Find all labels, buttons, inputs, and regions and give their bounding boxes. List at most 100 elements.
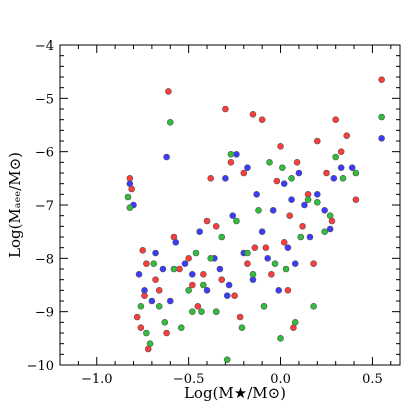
- data-point: [200, 271, 207, 278]
- data-point: [268, 271, 275, 278]
- data-point: [291, 260, 299, 267]
- data-point: [238, 324, 246, 331]
- x-tick-label: −1.0: [81, 372, 113, 387]
- data-point: [352, 196, 360, 203]
- data-point: [313, 191, 321, 198]
- data-point: [212, 223, 220, 230]
- data-point: [152, 249, 159, 257]
- y-tick-label: −5: [35, 92, 54, 107]
- data-point: [163, 329, 170, 337]
- data-point: [255, 207, 262, 214]
- data-point: [299, 223, 306, 230]
- data-point: [133, 313, 141, 321]
- data-point: [223, 356, 231, 363]
- y-tick-label: −6: [35, 146, 54, 161]
- data-point: [326, 225, 334, 233]
- data-point: [378, 135, 385, 142]
- data-point: [258, 228, 266, 235]
- data-point: [189, 281, 196, 289]
- data-point: [240, 169, 248, 177]
- y-tick-label: −9: [35, 306, 54, 321]
- data-point: [244, 249, 251, 257]
- y-tick-label: −8: [35, 252, 54, 267]
- data-point: [288, 196, 295, 203]
- data-point: [166, 119, 174, 126]
- axis-ticks: [59, 44, 400, 366]
- data-point: [310, 303, 317, 310]
- x-axis-label: Log(M★/M⊙): [184, 384, 286, 402]
- plot-frame: [59, 44, 401, 366]
- data-point: [301, 201, 308, 209]
- data-point: [332, 153, 339, 161]
- data-point: [284, 287, 292, 294]
- x-tick-label: 0.0: [270, 372, 291, 387]
- data-point: [295, 169, 303, 177]
- data-point: [326, 212, 334, 219]
- data-point: [146, 340, 154, 347]
- data-point: [251, 244, 259, 251]
- data-point: [152, 276, 159, 283]
- data-point: [170, 265, 178, 273]
- data-point: [137, 303, 145, 310]
- data-point: [198, 308, 205, 315]
- data-point: [207, 175, 215, 182]
- data-point: [143, 260, 150, 267]
- data-point: [218, 276, 226, 283]
- data-point: [161, 319, 169, 326]
- data-point: [280, 180, 288, 187]
- y-tick-label: −10: [27, 359, 54, 374]
- data-point: [337, 148, 345, 155]
- data-point: [321, 207, 328, 214]
- data-point: [139, 247, 147, 254]
- data-point: [339, 175, 347, 182]
- data-point: [159, 265, 167, 273]
- data-point: [279, 164, 286, 171]
- data-point: [216, 265, 224, 273]
- data-point: [166, 297, 174, 305]
- data-point: [277, 335, 284, 342]
- data-point: [244, 164, 251, 171]
- data-point: [264, 255, 271, 262]
- data-point: [249, 271, 257, 278]
- data-point: [200, 281, 207, 289]
- data-point: [348, 164, 356, 171]
- data-point: [203, 217, 211, 225]
- data-point: [233, 151, 240, 158]
- data-point: [280, 239, 288, 246]
- data-point: [150, 260, 158, 267]
- data-point: [227, 159, 235, 166]
- data-point: [126, 180, 134, 187]
- data-point: [337, 164, 345, 171]
- data-point: [275, 287, 283, 294]
- data-point: [260, 303, 268, 310]
- data-point: [249, 111, 257, 118]
- data-point: [310, 260, 317, 267]
- data-point: [176, 265, 183, 273]
- data-point: [233, 217, 240, 225]
- data-point: [253, 191, 260, 198]
- axis-tick-labels: −1.0 −0.5 0.0 0.5 −10 −9 −8 −7 −6 −5 −4: [27, 39, 383, 387]
- data-point: [244, 260, 251, 267]
- data-point: [135, 271, 143, 278]
- data-point: [323, 169, 330, 177]
- data-point: [291, 319, 299, 326]
- data-point: [126, 204, 134, 211]
- x-tick-label: −0.5: [173, 372, 205, 387]
- y-tick-label: −7: [35, 199, 54, 214]
- data-point: [185, 255, 192, 262]
- data-point: [148, 297, 156, 305]
- data-points: [124, 76, 385, 363]
- data-point: [313, 137, 321, 145]
- data-point: [277, 143, 284, 150]
- data-point: [194, 303, 202, 310]
- data-point: [225, 281, 233, 289]
- data-point: [207, 255, 215, 262]
- data-point: [231, 292, 238, 299]
- data-point: [378, 76, 385, 83]
- data-point: [306, 233, 314, 241]
- data-point: [223, 292, 231, 299]
- data-point: [227, 151, 235, 158]
- data-point: [293, 159, 301, 166]
- data-point: [313, 199, 321, 206]
